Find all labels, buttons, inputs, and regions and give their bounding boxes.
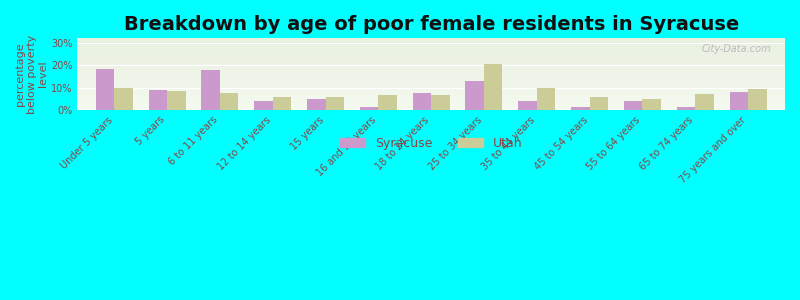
Bar xyxy=(307,99,326,110)
Bar xyxy=(202,70,220,110)
Bar xyxy=(677,106,695,110)
Bar xyxy=(730,92,748,110)
Bar xyxy=(273,97,291,110)
Bar xyxy=(466,81,484,110)
Bar xyxy=(220,93,238,110)
Bar xyxy=(413,93,431,110)
Bar xyxy=(624,101,642,110)
Bar xyxy=(695,94,714,110)
Bar xyxy=(167,91,186,110)
Bar xyxy=(378,95,397,110)
Bar xyxy=(537,88,555,110)
Legend: Syracuse, Utah: Syracuse, Utah xyxy=(335,132,527,155)
Bar xyxy=(431,95,450,110)
Bar xyxy=(254,101,273,110)
Text: City-Data.com: City-Data.com xyxy=(702,44,771,54)
Bar xyxy=(96,68,114,110)
Title: Breakdown by age of poor female residents in Syracuse: Breakdown by age of poor female resident… xyxy=(123,15,738,34)
Bar xyxy=(748,89,766,110)
Bar xyxy=(360,106,378,110)
Bar xyxy=(571,106,590,110)
Bar xyxy=(642,99,661,110)
Bar xyxy=(326,97,344,110)
Bar xyxy=(590,97,608,110)
Bar xyxy=(149,90,167,110)
Bar xyxy=(518,101,537,110)
Bar xyxy=(114,88,133,110)
Y-axis label: percentage
below poverty
level: percentage below poverty level xyxy=(15,34,48,114)
Bar xyxy=(484,64,502,110)
